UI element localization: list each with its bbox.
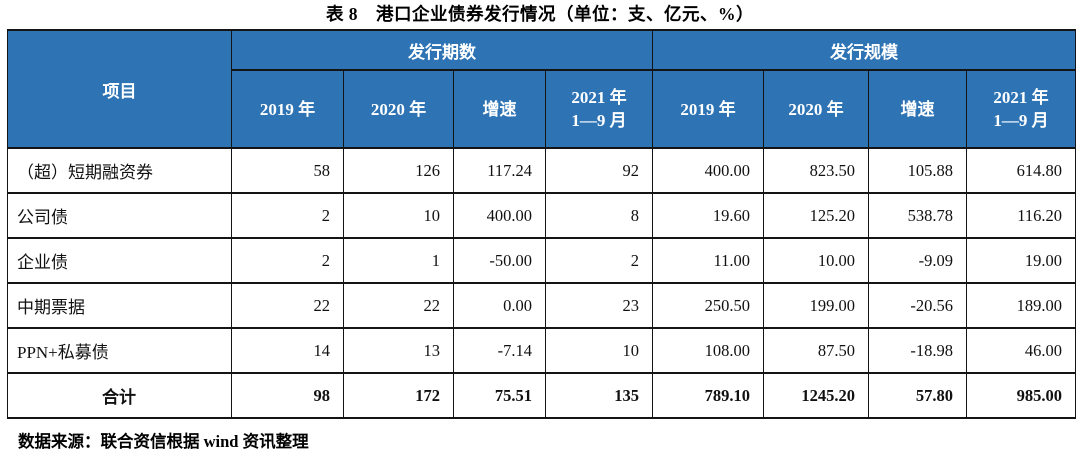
cell: 58 [231,147,344,194]
cell: -20.56 [868,282,967,329]
subheader-line1: 增速 [482,99,517,119]
header-item: 项目 [7,29,232,149]
cell: 400.00 [453,192,546,239]
cell: 10.00 [763,237,869,284]
cell: 400.00 [652,147,764,194]
cell: 2 [231,237,344,284]
cell: 985.00 [966,372,1076,419]
cell: 23 [545,282,653,329]
cell: -50.00 [453,237,546,284]
header-sub-row: 2019 年 2020 年 增速 2021 年 1—9 月 2019 年 [8,69,1076,149]
bond-issuance-table: 项目 发行期数 发行规模 2019 年 2020 年 增速 2021 [7,29,1076,419]
cell: 189.00 [966,282,1076,329]
table-row-total: 合计 98 172 75.51 135 789.10 1245.20 57.80… [7,372,1076,419]
cell: 87.50 [763,327,869,374]
table-row-short-term-notes: （超）短期融资券 58 126 117.24 92 400.00 823.50 … [7,147,1076,194]
subheader-line1: 2021 年 [993,88,1049,107]
cell: -9.09 [868,237,967,284]
subheader-scale-growth: 增速 [868,69,967,149]
subheader-line2: 1—9 月 [571,111,627,130]
subheader-line1: 2020 年 [788,99,844,119]
cell: 538.78 [868,192,967,239]
cell: 98 [231,372,344,419]
cell: -7.14 [453,327,546,374]
table-row-corporate-bonds: 公司债 2 10 400.00 8 19.60 125.20 538.78 11… [7,192,1076,239]
header-group-issue-count: 发行期数 [231,29,653,71]
subheader-issues-2019: 2019 年 [231,69,344,149]
cell: 135 [545,372,653,419]
cell: 14 [231,327,344,374]
table-row-ppn-private: PPN+私募债 14 13 -7.14 10 108.00 87.50 -18.… [7,327,1076,374]
subheader-issues-2021-9m: 2021 年 1—9 月 [545,69,653,149]
cell: 108.00 [652,327,764,374]
cell: 11.00 [652,237,764,284]
cell: 823.50 [763,147,869,194]
row-label: （超）短期融资券 [7,147,232,194]
cell: 1245.20 [763,372,869,419]
cell: 13 [343,327,454,374]
row-label: 公司债 [7,192,232,239]
cell: 57.80 [868,372,967,419]
row-label: 合计 [7,372,232,419]
cell: 22 [343,282,454,329]
header-group-row: 项目 发行期数 发行规模 [7,29,1076,149]
subheader-line1: 2019 年 [680,99,736,119]
header-group-issue-scale: 发行规模 [652,29,1076,71]
row-label: 企业债 [7,237,232,284]
cell: 250.50 [652,282,764,329]
cell: 789.10 [652,372,764,419]
table-title: 表 8 港口企业债券发行情况（单位：支、亿元、%） [325,4,755,24]
subheader-line2: 1—9 月 [993,111,1049,130]
cell: 8 [545,192,653,239]
cell: 2 [545,237,653,284]
data-source-note: 数据来源：联合资信根据 wind 资讯整理 [18,432,309,451]
cell: 92 [545,147,653,194]
cell: 125.20 [763,192,869,239]
cell: 199.00 [763,282,869,329]
subheader-line1: 2019 年 [259,99,316,119]
cell: 117.24 [453,147,546,194]
cell: 75.51 [453,372,546,419]
cell: 172 [343,372,454,419]
cell: 46.00 [966,327,1076,374]
row-label: PPN+私募债 [7,327,232,374]
table-row-enterprise-bonds: 企业债 2 1 -50.00 2 11.00 10.00 -9.09 19.00 [7,237,1076,284]
subheader-line1: 2021 年 [571,88,627,107]
table-row-mtn: 中期票据 22 22 0.00 23 250.50 199.00 -20.56 … [7,282,1076,329]
cell: 105.88 [868,147,967,194]
subheader-scale-2019: 2019 年 [652,69,764,149]
cell: 116.20 [966,192,1076,239]
cell: 126 [343,147,454,194]
subheader-line1: 增速 [900,99,935,119]
cell: 1 [343,237,454,284]
cell: 19.00 [966,237,1076,284]
subheader-issues-growth: 增速 [453,69,546,149]
cell: 10 [545,327,653,374]
row-label: 中期票据 [7,282,232,329]
cell: 0.00 [453,282,546,329]
cell: 19.60 [652,192,764,239]
cell: 2 [231,192,344,239]
subheader-scale-2020: 2020 年 [763,69,869,149]
subheader-issues-2020: 2020 年 [343,69,454,149]
cell: 614.80 [966,147,1076,194]
cell: -18.98 [868,327,967,374]
subheader-scale-2021-9m: 2021 年 1—9 月 [966,69,1076,149]
cell: 10 [343,192,454,239]
cell: 22 [231,282,344,329]
subheader-line1: 2020 年 [370,99,427,119]
